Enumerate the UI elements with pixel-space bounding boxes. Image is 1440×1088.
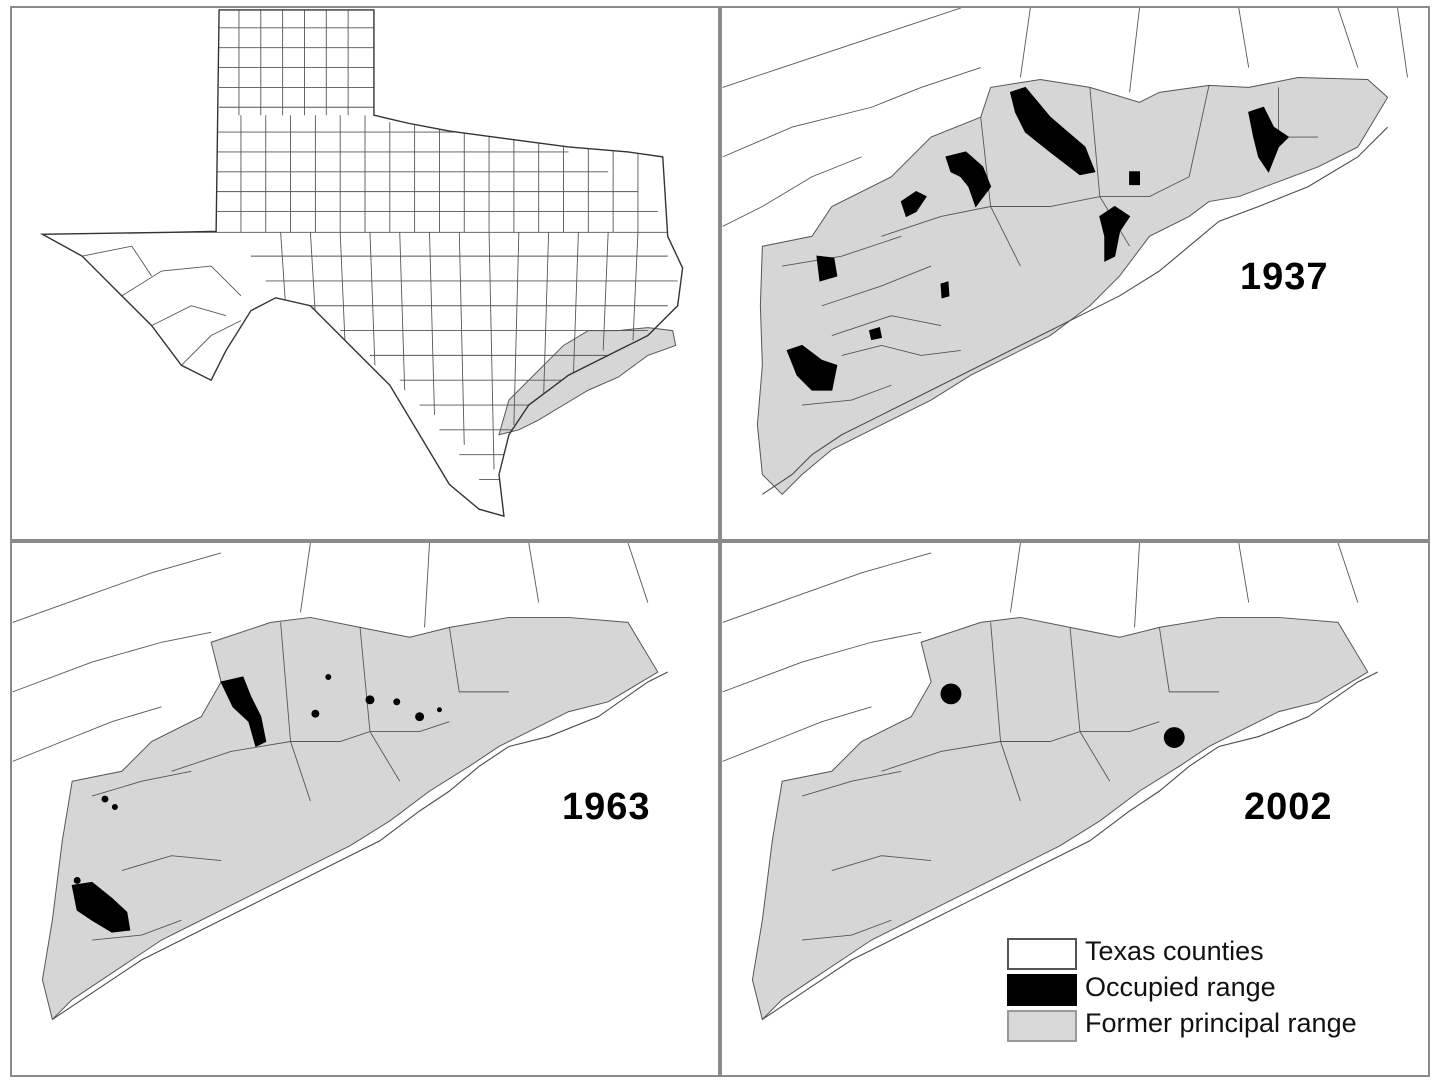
texas-map: [39, 9, 684, 518]
texas-outline: [39, 9, 684, 518]
legend-label: Occupied range: [1085, 972, 1276, 1002]
map-1963: [12, 543, 668, 1021]
county-lines-2002: [722, 543, 1359, 941]
occupied-range-2002: [940, 683, 1185, 748]
former-range-1937: [756, 76, 1389, 496]
county-lines-1963: [12, 543, 649, 941]
coastline-1963: [52, 671, 668, 1020]
legend-swatch-grey: [1007, 1010, 1077, 1042]
legend-label: Texas counties: [1085, 936, 1264, 966]
year-label: 1963: [562, 786, 651, 828]
county-lines-1937: [722, 8, 1408, 406]
occupied-range-1963: [71, 674, 442, 933]
map-1937: [722, 8, 1408, 496]
year-label: 2002: [1244, 786, 1333, 828]
occupied-range-1937: [786, 86, 1290, 391]
map-2002: [722, 543, 1378, 1021]
legend-swatch-white: [1007, 938, 1077, 970]
year-label: 1937: [1240, 256, 1329, 298]
texas-overview-panel: [10, 6, 720, 541]
legend-swatch-black: [1007, 974, 1077, 1006]
map-panel-1937: 1937: [720, 6, 1430, 541]
former-range-overview: [498, 327, 677, 436]
former-range-2002: [751, 616, 1369, 1021]
coastline-1937: [762, 126, 1389, 495]
map-panel-2002: 2002 Texas counties Occupied range Forme…: [720, 541, 1430, 1077]
coastline-2002: [762, 671, 1378, 1020]
former-range-1963: [41, 616, 659, 1021]
map-panel-1963: 1963: [10, 541, 720, 1077]
county-grid: [82, 9, 678, 480]
legend-label: Former principal range: [1085, 1008, 1357, 1038]
